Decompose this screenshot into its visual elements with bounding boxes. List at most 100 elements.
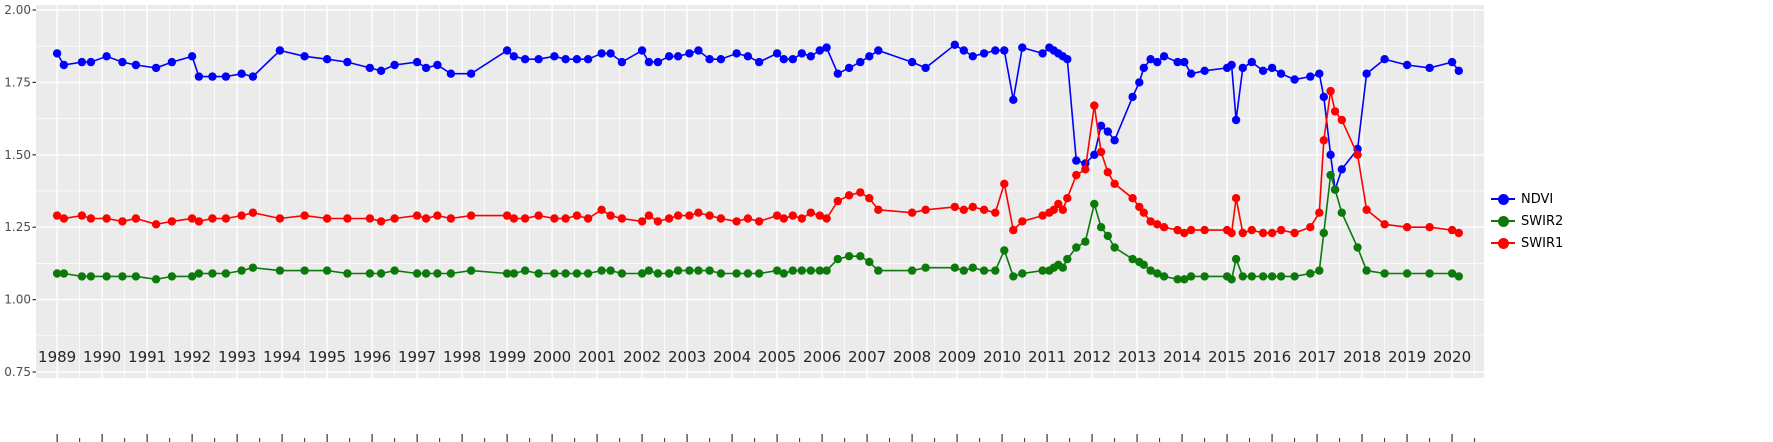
data-point-swir1	[664, 214, 674, 223]
data-point-swir1	[1110, 179, 1119, 188]
data-point-swir1	[637, 217, 647, 226]
data-point-ndvi	[694, 46, 703, 55]
data-point-swir1	[907, 208, 917, 217]
data-point-ndvi	[1319, 92, 1329, 102]
data-point-swir1	[1173, 225, 1182, 235]
x-axis-tick-label: 1991	[128, 348, 166, 366]
data-point-ndvi	[561, 55, 570, 64]
data-point-ndvi	[365, 63, 375, 73]
data-point-swir1	[1072, 170, 1081, 180]
data-point-swir2	[221, 269, 231, 278]
data-point-ndvi	[1326, 150, 1335, 159]
data-point-ndvi	[1454, 66, 1464, 76]
data-point-ndvi	[874, 46, 883, 55]
x-axis-tick-label: 2013	[1118, 348, 1156, 366]
data-point-ndvi	[194, 72, 204, 81]
data-point-ndvi	[1018, 43, 1027, 52]
data-point-ndvi	[597, 49, 606, 58]
data-point-swir2	[208, 269, 217, 278]
x-axis-tick-label: 2002	[623, 348, 661, 366]
data-point-ndvi	[1038, 49, 1047, 58]
data-point-swir1	[1103, 168, 1113, 177]
data-point-swir2	[194, 269, 204, 278]
data-point-ndvi	[118, 57, 127, 67]
data-point-swir2	[1425, 269, 1434, 278]
data-point-swir2	[1128, 254, 1137, 264]
data-point-ndvi	[1000, 46, 1009, 55]
data-point-swir1	[1049, 205, 1059, 214]
data-point-swir2	[59, 269, 69, 278]
data-point-swir2	[685, 266, 694, 275]
data-point-swir1	[856, 188, 865, 197]
data-point-swir1	[617, 214, 627, 223]
data-point-ndvi	[833, 69, 842, 78]
data-point-ndvi	[509, 52, 519, 61]
data-point-ndvi	[1238, 63, 1248, 73]
data-point-ndvi	[275, 46, 285, 55]
x-axis-tick-label: 1997	[398, 348, 436, 366]
data-point-ndvi	[865, 52, 874, 61]
data-point-swir1	[673, 211, 683, 220]
data-point-swir1	[797, 214, 806, 223]
x-axis-tick-label: 1994	[263, 348, 301, 366]
data-point-ndvi	[856, 57, 865, 67]
data-point-swir1	[1337, 115, 1347, 125]
data-point-swir2	[1018, 269, 1027, 278]
data-point-swir2	[822, 266, 831, 275]
data-point-ndvi	[466, 69, 476, 78]
data-point-swir1	[833, 196, 842, 206]
data-point-swir2	[1231, 254, 1241, 264]
data-point-swir2	[433, 269, 442, 278]
data-point-ndvi	[907, 57, 917, 67]
data-point-swir1	[1353, 150, 1362, 159]
data-point-swir2	[52, 269, 62, 278]
data-point-swir2	[583, 269, 593, 278]
data-point-ndvi	[248, 72, 258, 81]
data-point-swir1	[1267, 228, 1277, 238]
data-point-swir1	[466, 211, 476, 220]
data-point-swir2	[131, 272, 141, 281]
data-point-swir1	[1454, 228, 1464, 238]
data-point-ndvi	[1247, 57, 1257, 67]
data-point-swir1	[1159, 223, 1169, 232]
data-point-swir1	[1330, 107, 1340, 116]
x-axis-tick-label: 2005	[758, 348, 796, 366]
data-point-swir2	[716, 269, 726, 278]
x-axis-tick-label: 1993	[218, 348, 256, 366]
data-point-swir1	[1231, 194, 1241, 203]
data-point-swir2	[1454, 272, 1464, 281]
data-point-ndvi	[1072, 156, 1081, 165]
data-point-swir1	[1447, 225, 1457, 235]
x-axis-tick-label: 2010	[983, 348, 1021, 366]
data-point-swir2	[248, 263, 258, 272]
data-point-swir2	[606, 266, 615, 275]
data-point-swir1	[705, 211, 714, 220]
data-point-ndvi	[237, 69, 246, 78]
data-point-swir1	[1096, 147, 1106, 157]
legend-label-swir2: SWIR2	[1521, 213, 1564, 229]
data-point-swir1	[1139, 208, 1149, 217]
data-point-ndvi	[1110, 136, 1119, 145]
data-point-swir1	[1186, 225, 1196, 235]
data-point-swir1	[1247, 225, 1257, 235]
data-point-ndvi	[1306, 72, 1315, 81]
data-point-ndvi	[421, 63, 431, 73]
data-point-swir1	[815, 211, 824, 220]
data-point-ndvi	[1139, 63, 1149, 73]
data-point-swir1	[433, 211, 442, 220]
x-axis-tick-label: 2004	[713, 348, 751, 366]
data-point-swir2	[694, 266, 703, 275]
data-point-swir1	[1402, 223, 1412, 232]
data-point-swir2	[1009, 272, 1018, 281]
data-point-swir2	[376, 269, 386, 278]
data-point-swir2	[534, 269, 543, 278]
data-point-swir1	[644, 211, 654, 220]
data-point-ndvi	[1315, 69, 1324, 78]
data-point-swir2	[797, 266, 806, 275]
data-point-swir1	[1000, 179, 1009, 188]
data-point-swir2	[844, 252, 854, 261]
data-point-swir1	[1146, 217, 1155, 226]
data-point-swir2	[1290, 272, 1299, 281]
data-point-ndvi	[1231, 115, 1241, 125]
data-point-swir2	[1267, 272, 1277, 281]
